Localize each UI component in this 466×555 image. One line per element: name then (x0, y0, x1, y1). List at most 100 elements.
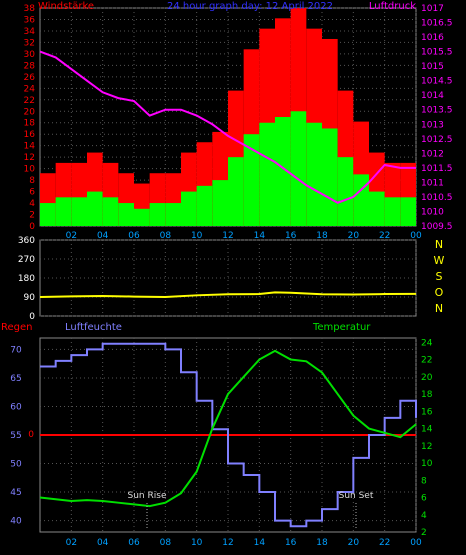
wind-bar (55, 197, 72, 226)
humidity-tick-label: 50 (10, 460, 22, 470)
pressure-tick-label: 1010 (421, 207, 444, 217)
x-tick-label: 06 (128, 538, 140, 548)
compass-label: W (434, 254, 445, 267)
wind-bar (71, 197, 87, 226)
pressure-tick-label: 1013.5 (421, 106, 453, 116)
pressure-tick-label: 1012 (421, 149, 444, 159)
temperature-tick-label: 16 (421, 407, 433, 417)
humidity-tick-label: 40 (10, 517, 22, 527)
direction-line (39, 291, 417, 299)
x-tick-label: 00 (410, 231, 422, 241)
temperature-tick-label: 22 (421, 356, 432, 366)
wind-bar (353, 174, 369, 226)
temperature-tick-label: 14 (421, 425, 433, 435)
x-tick-label: 00 (410, 538, 422, 548)
wind-bars (40, 8, 416, 227)
wind-tick-label: 18 (24, 119, 36, 129)
temperature-tick-label: 24 (421, 338, 433, 348)
wind-tick-label: 28 (24, 61, 36, 71)
pressure-tick-label: 1011 (421, 178, 444, 188)
wind-bar (149, 203, 166, 226)
wind-tick-label: 12 (24, 153, 35, 163)
x-tick-label: 10 (191, 538, 203, 548)
wind-bar (400, 197, 416, 226)
x-tick-label: 16 (285, 231, 297, 241)
wind-tick-label: 2 (29, 211, 35, 221)
direction-tick-label: 90 (24, 293, 36, 303)
direction-tick-label: 0 (29, 312, 35, 322)
pressure-tick-label: 1017 (421, 4, 444, 14)
direction-tick-label: 360 (18, 236, 35, 246)
x-tick-label: 18 (316, 231, 328, 241)
wind-bar (181, 191, 197, 226)
wind-bar (165, 203, 181, 226)
direction-tick-labels: 0 90 180 270 360 (18, 236, 35, 322)
temperature-tick-label: 18 (421, 390, 433, 400)
x-tick-label: 18 (316, 538, 328, 548)
temperature-tick-label: 12 (421, 442, 432, 452)
wind-bar (134, 208, 150, 226)
pressure-tick-label: 1016.5 (421, 19, 453, 29)
wind-bar (40, 203, 56, 226)
humidity-tick-label: 70 (10, 345, 22, 355)
wind-bar (322, 128, 338, 226)
humidity-tick-label: 55 (10, 431, 21, 441)
wind-bar (337, 157, 354, 226)
pressure-tick-label: 1014.5 (421, 77, 453, 87)
chart-title: 24 hour graph day: 12 April 2022 (167, 1, 333, 12)
compass-label: O (435, 286, 444, 299)
humidity-tick-label: 65 (10, 374, 21, 384)
wind-tick-label: 14 (24, 142, 36, 152)
wind-bar (212, 180, 228, 226)
x-tick-label: 06 (128, 231, 140, 241)
wind-tick-label: 34 (24, 27, 36, 37)
pressure-line (39, 50, 416, 204)
pressure-tick-label: 1016 (421, 33, 444, 43)
wind-tick-label: 8 (29, 176, 35, 186)
compass-label: N (435, 302, 443, 315)
wind-bar (259, 122, 275, 226)
temperature-tick-label: 20 (421, 373, 433, 383)
temperature-tick-label: 2 (421, 528, 427, 538)
wind-tick-label: 36 (24, 15, 36, 25)
pressure-tick-label: 1013 (421, 120, 444, 130)
temperature-tick-label: 8 (421, 476, 427, 486)
wind-bar (243, 134, 260, 226)
pressure-tick-labels: 1009.5 1010 1010.5 1011 1011.5 1012 1012.5 1013… (421, 4, 453, 232)
pressure-tick-label: 1012.5 (421, 135, 453, 145)
x-tick-label: 12 (222, 538, 233, 548)
x-tick-label: 04 (97, 231, 109, 241)
wind-bar (196, 185, 213, 226)
humidity-axis-label: Luftfeuchte (65, 322, 122, 333)
wind-tick-label: 30 (24, 50, 36, 60)
x-tick-label: 14 (254, 538, 266, 548)
pressure-tick-label: 1011.5 (421, 164, 453, 174)
x-tick-label: 12 (222, 231, 233, 241)
wind-bar (290, 111, 307, 226)
wind-tick-label: 10 (24, 165, 36, 175)
x-tick-label: 08 (160, 231, 172, 241)
wind-tick-label: 26 (24, 73, 36, 83)
compass-label: S (436, 270, 443, 283)
wind-tick-label: 6 (29, 188, 35, 198)
wind-tick-label: 38 (24, 4, 36, 14)
temperature-tick-label: 6 (421, 494, 427, 504)
x-tick-label: 02 (66, 538, 77, 548)
x-tick-label: 04 (97, 538, 109, 548)
direction-tick-label: 270 (18, 255, 35, 265)
compass-label: N (435, 238, 443, 251)
wind-bar (275, 117, 291, 226)
temperature-tick-label: 4 (421, 511, 427, 521)
x-tick-label: 20 (348, 231, 360, 241)
pressure-tick-label: 1009.5 (421, 222, 453, 232)
wind-bar (102, 197, 119, 226)
rain-axis-label: Regen (1, 322, 33, 333)
temperature-axis-label: Temperatur (312, 322, 371, 333)
humidity-line (40, 342, 417, 528)
pressure-tick-label: 1015 (421, 62, 444, 72)
direction-grid (40, 239, 417, 317)
